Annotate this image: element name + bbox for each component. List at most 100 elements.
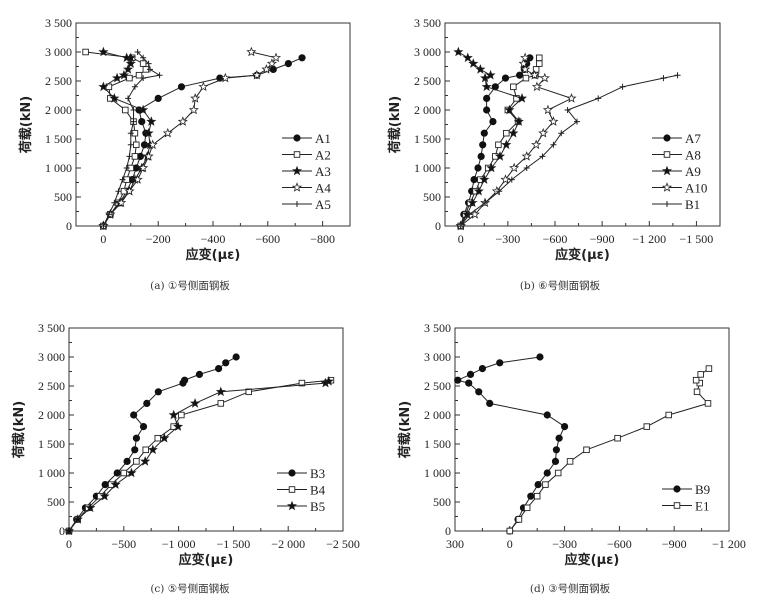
series-line [456, 356, 566, 532]
data-point [145, 60, 152, 67]
data-point [124, 185, 135, 196]
data-point [130, 107, 137, 113]
series-A5 [100, 49, 163, 229]
x-tick-label: 0 [507, 537, 513, 551]
legend-marker [293, 134, 301, 142]
y-axis-title: 荷载(kN) [18, 96, 34, 154]
data-point [162, 127, 173, 138]
x-tick-label: −800 [310, 232, 335, 246]
x-axis-title: 应变(με) [186, 247, 241, 263]
data-point [542, 104, 553, 115]
series-B9 [454, 353, 569, 535]
legend-marker [288, 486, 296, 493]
data-point [504, 104, 515, 115]
data-point [113, 469, 121, 477]
data-point [115, 188, 122, 195]
data-point [133, 458, 140, 465]
data-point [109, 93, 120, 103]
data-point [543, 469, 551, 477]
data-point [516, 71, 524, 79]
data-point [705, 365, 713, 372]
data-point [156, 72, 163, 79]
y-tick-label: 3 500 [424, 321, 451, 335]
data-point [704, 400, 712, 407]
data-point [480, 72, 491, 83]
legend-marker [673, 485, 681, 493]
x-tick-label: −1 500 [680, 232, 714, 246]
legend-label: A1 [315, 131, 331, 146]
data-point [118, 69, 129, 80]
data-point [595, 95, 602, 102]
x-tick-label: 0 [458, 232, 464, 246]
data-point [139, 422, 148, 431]
chart-panel-a: 0 500 1 000 1 500 2 000 2 500 3 000 3 500 0 −200 −… [18, 16, 351, 292]
y-tick-label: 2 000 [38, 408, 65, 422]
data-point [483, 94, 491, 103]
y-tick-label: 3 000 [424, 350, 451, 364]
data-point [98, 81, 109, 92]
data-point [98, 46, 109, 57]
x-tick-label: −500 [111, 537, 136, 551]
data-point [483, 106, 491, 114]
legend-item-A2: A2 [282, 148, 331, 163]
data-point [536, 60, 543, 67]
plot-frame [444, 22, 721, 227]
legend-label: B4 [310, 483, 326, 498]
data-point [660, 75, 667, 82]
legend-marker [288, 469, 296, 477]
series-B1 [457, 72, 681, 229]
data-point [479, 141, 487, 149]
data-point [466, 370, 475, 378]
data-point [111, 199, 118, 206]
legend-label: B9 [695, 482, 710, 497]
data-point [508, 127, 519, 138]
legend-item-B5: B5 [277, 499, 325, 514]
legend-item-A10: A10 [652, 181, 707, 196]
data-point [143, 399, 151, 407]
data-point [496, 188, 503, 195]
data-point [500, 174, 511, 184]
data-point [125, 95, 132, 102]
legend-label: A9 [685, 164, 701, 179]
plot-frame [68, 327, 344, 532]
data-point [539, 153, 546, 160]
x-tick-label: −900 [590, 232, 615, 246]
data-point [138, 118, 146, 126]
data-point [100, 223, 107, 229]
data-point [222, 359, 230, 367]
data-point [154, 94, 162, 103]
legend-item-A7: A7 [652, 131, 701, 146]
legend-item-A3: A3 [282, 164, 331, 179]
legend-item-B3: B3 [277, 466, 325, 481]
data-point [697, 371, 704, 378]
x-tick-label: −600 [543, 232, 568, 246]
data-point [120, 469, 128, 477]
data-point [132, 174, 143, 184]
data-point [518, 58, 529, 68]
y-tick-label: 2 000 [45, 103, 72, 117]
data-point [486, 162, 497, 173]
x-tick-label: −900 [662, 537, 687, 551]
x-tick-label: −600 [607, 537, 632, 551]
x-tick-label: −300 [552, 537, 577, 551]
data-point [126, 467, 137, 478]
data-point [533, 492, 541, 500]
data-point [146, 66, 153, 73]
data-point [536, 54, 543, 62]
y-tick-label: 0 [59, 524, 65, 538]
data-point [457, 223, 464, 229]
data-point [177, 116, 188, 126]
x-tick-label: −600 [255, 232, 280, 246]
data-point [574, 118, 580, 125]
data-point [138, 104, 149, 115]
data-point [542, 481, 549, 488]
data-point [195, 370, 204, 378]
data-point [496, 359, 504, 367]
data-point [508, 176, 515, 183]
data-point [143, 151, 154, 161]
data-point [123, 165, 130, 171]
x-tick-label: 300 [446, 537, 464, 551]
legend-item-B4: B4 [277, 483, 326, 498]
data-point [181, 376, 189, 384]
